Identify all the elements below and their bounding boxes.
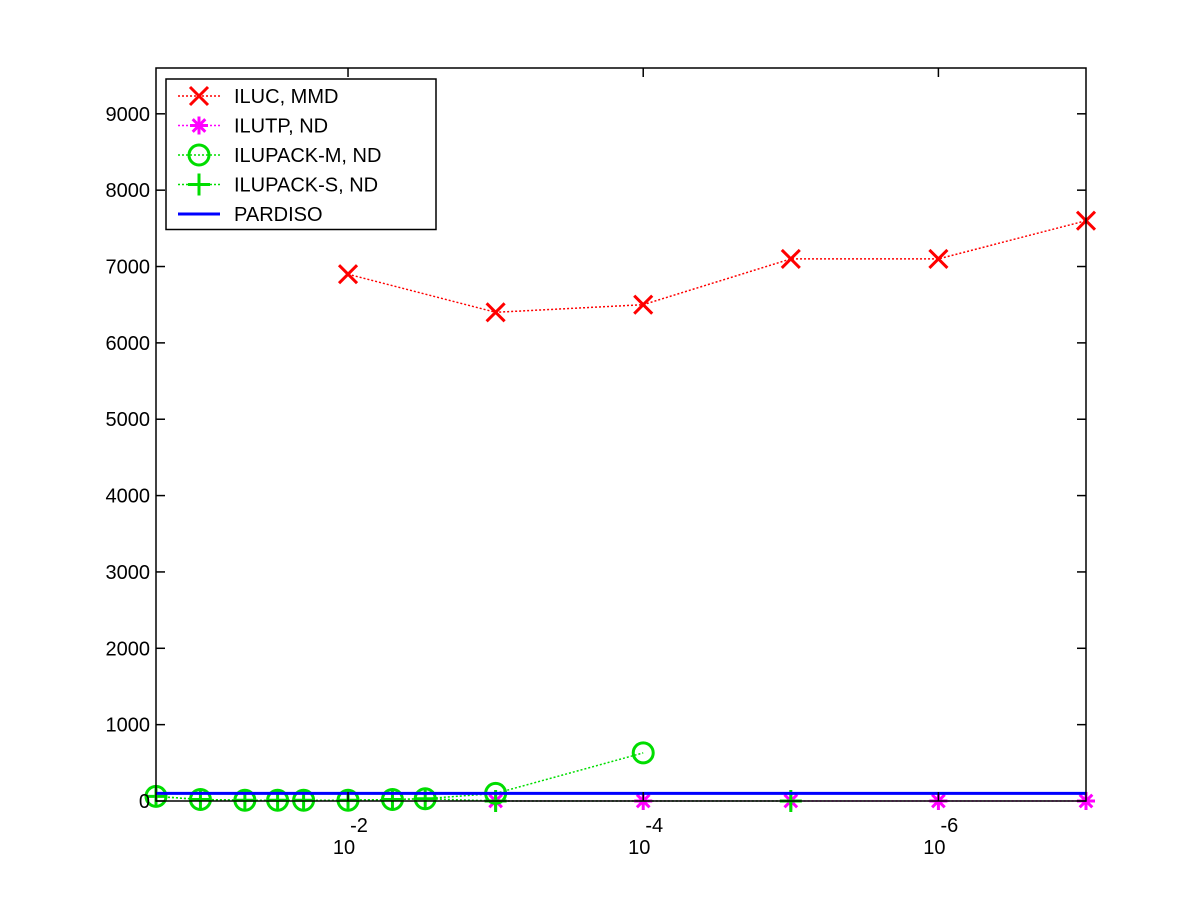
axes-layer: 0100020003000400050006000700080009000-21… (106, 67, 1087, 859)
data-point (414, 787, 437, 810)
x-tick-exponent: -6 (941, 815, 959, 837)
legend-entry: ILUTP, ND (178, 116, 328, 138)
series-line (347, 219, 1087, 314)
data-point (631, 741, 655, 765)
y-tick-label: 9000 (106, 104, 151, 126)
y-tick-label: 4000 (106, 486, 151, 508)
x-tick-base: 10 (923, 837, 945, 859)
y-tick-label: 6000 (106, 333, 151, 355)
legend-entry: ILUPACK-S, ND (178, 173, 378, 197)
legend-label: ILUPACK-M, ND (234, 145, 381, 167)
y-tick-label: 8000 (106, 180, 151, 202)
y-tick-label: 1000 (106, 715, 151, 737)
x-tick-exponent: -2 (350, 815, 368, 837)
data-point (337, 264, 359, 285)
legend: ILUC, MMD ILUTP, ND ILUPACK-M, ND ILUPACK-S… (165, 78, 437, 231)
x-tick-exponent: -4 (645, 815, 663, 837)
legend-label: ILUC, MMD (234, 86, 338, 108)
x-tick-base: 10 (628, 837, 650, 859)
legend-marker (187, 143, 211, 167)
legend-marker (188, 173, 210, 196)
x-tick-base: 10 (333, 837, 355, 859)
y-tick-label: 0 (139, 791, 150, 813)
y-tick-label: 2000 (106, 638, 151, 660)
legend-entry: ILUPACK-M, ND (178, 143, 381, 167)
y-tick-label: 3000 (106, 562, 151, 584)
legend-marker (190, 116, 208, 135)
legend-label: PARDISO (234, 204, 323, 226)
legend-entry: ILUC, MMD (178, 85, 338, 108)
legend-label: ILUPACK-S, ND (234, 175, 378, 197)
y-tick-label: 5000 (106, 409, 151, 431)
legend-marker (188, 85, 210, 107)
data-point (485, 302, 506, 323)
series-line (155, 795, 791, 802)
data-point (780, 248, 801, 269)
data-point (928, 248, 949, 269)
y-tick-label: 7000 (106, 257, 151, 279)
legend-label: ILUTP, ND (234, 116, 328, 138)
data-point (633, 294, 654, 315)
legend-entry: PARDISO (178, 204, 323, 226)
axes-box (155, 67, 1087, 802)
